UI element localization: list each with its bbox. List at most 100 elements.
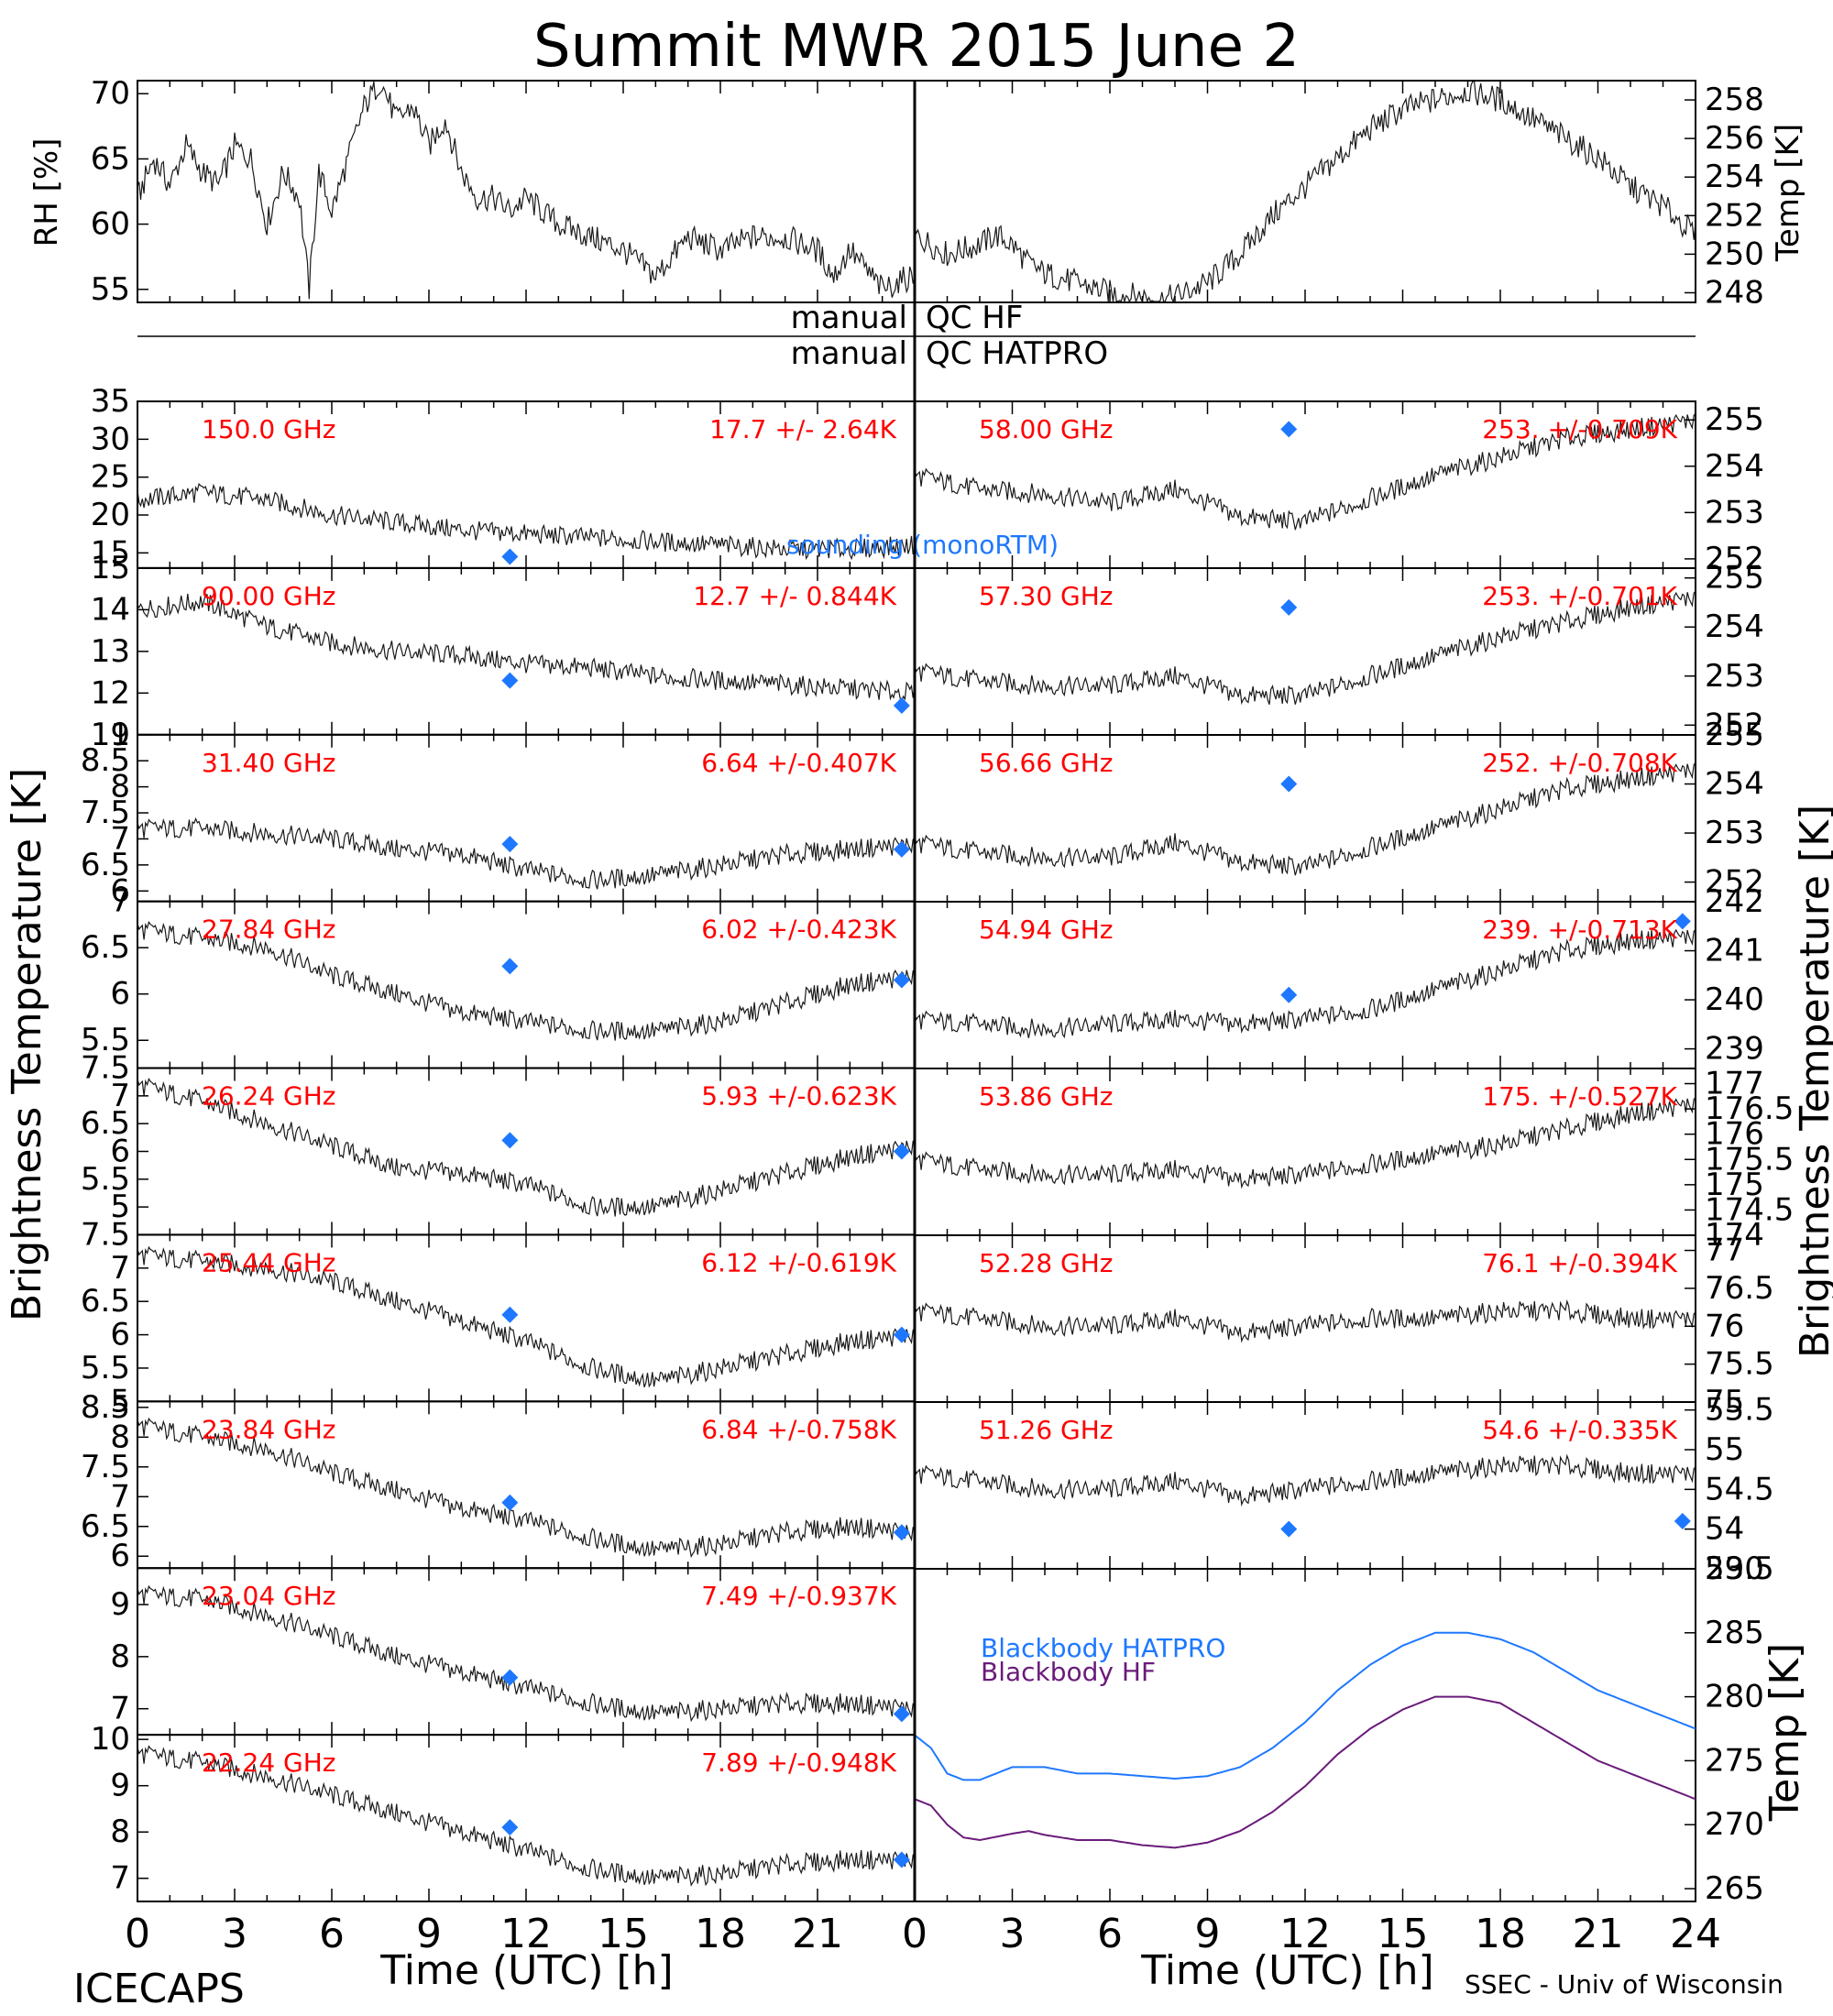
stat-label: 6.02 +/-0.423K	[701, 915, 896, 945]
panel-ch5666: 252 253 254 255 56.66 GHz 252. +/-0.708K	[914, 717, 1764, 903]
data-trace	[914, 590, 1696, 706]
panel-rh: 55 60 65 70	[91, 75, 916, 308]
figure-title: Summit MWR 2015 June 2	[533, 13, 1300, 81]
x-tick-label-left: 3	[222, 1911, 247, 1957]
right-axis-title: Brightness Temperature [K]	[1792, 805, 1833, 1358]
y-tick-label: 241	[1705, 933, 1764, 970]
y-tick-label: 254	[1705, 448, 1764, 485]
y-tick-label: 254	[1705, 159, 1764, 195]
y-tick-label: 6	[110, 1538, 130, 1574]
stat-label: 253. +/-0.701K	[1482, 581, 1677, 611]
y-tick-label: 5.5	[81, 1350, 130, 1386]
y-tick-label: 8	[110, 769, 130, 805]
x-axis-title-right: Time (UTC) [h]	[1140, 1947, 1433, 1994]
sounding-marker	[501, 672, 519, 689]
y-tick-label: 6	[110, 1317, 130, 1353]
y-tick-label: 25	[91, 459, 130, 496]
x-tick-label-right: 3	[1000, 1911, 1026, 1957]
sounding-marker	[1280, 421, 1298, 438]
y-tick-label: 252	[1705, 541, 1764, 577]
x-tick-label-right: 0	[902, 1911, 927, 1957]
y-tick-label: 76	[1705, 1308, 1744, 1344]
stat-label: 175. +/-0.527K	[1482, 1081, 1677, 1112]
y-tick-label: 176	[1705, 1116, 1764, 1153]
x-tick-label-right: 9	[1195, 1911, 1221, 1957]
sounding-marker	[501, 1819, 519, 1836]
x-tick-label-left: 12	[500, 1911, 552, 1957]
y-tick-label: 55	[91, 271, 130, 308]
y-tick-label: 7.5	[81, 1050, 130, 1087]
stat-label: 5.93 +/-0.623K	[701, 1081, 896, 1112]
y-tick-label: 253	[1705, 494, 1764, 531]
y-tick-label: 15	[91, 534, 130, 571]
frequency-label: 23.84 GHz	[202, 1414, 336, 1444]
panel-ch2224: 7 8 9 10 22.24 GHz 7.89 +/-0.948K	[91, 1721, 916, 1902]
y-tick-label: 8	[110, 1638, 130, 1675]
y-tick-label: 7	[110, 1250, 130, 1287]
y-tick-label: 75	[1705, 1384, 1744, 1420]
y-tick-label: 12	[91, 674, 130, 711]
sounding-marker	[893, 1851, 910, 1868]
sounding-marker	[893, 1705, 910, 1723]
stat-label: 54.6 +/-0.335K	[1482, 1415, 1677, 1445]
y-tick-label: 8.5	[81, 742, 130, 779]
data-trace	[914, 412, 1696, 531]
sounding-marker	[501, 958, 519, 975]
x-tick-label-left: 18	[695, 1911, 746, 1957]
y-tick-label: 15	[91, 550, 130, 586]
legend-entry-hf: Blackbody HF	[981, 1657, 1156, 1687]
y-tick-label: 6.5	[81, 847, 130, 883]
sounding-marker	[1280, 598, 1298, 616]
y-tick-label: 8	[110, 1813, 130, 1850]
stat-label: 7.49 +/-0.937K	[701, 1581, 896, 1611]
panel-frame	[914, 80, 1696, 303]
panel-ch2624: 55.566.577.5 26.24 GHz 5.93 +/-0.623K	[81, 1050, 916, 1236]
qc-band: manual QC HF manual QC HATPRO	[137, 300, 1696, 372]
sounding-marker	[501, 836, 519, 853]
footer-right-label: SSEC - Univ of Wisconsin	[1465, 1969, 1784, 2000]
stat-label: 253. +/-0.709K	[1482, 414, 1677, 444]
sounding-marker	[501, 1494, 519, 1511]
y-tick-label: 7	[110, 820, 130, 857]
x-tick-label-left: 6	[319, 1911, 345, 1957]
stat-label: 7.89 +/-0.948K	[701, 1748, 896, 1778]
data-trace	[914, 928, 1696, 1039]
y-tick-label: 256	[1705, 120, 1764, 157]
frequency-label: 22.24 GHz	[202, 1748, 336, 1778]
data-trace	[137, 1077, 916, 1217]
y-tick-label: 253	[1705, 658, 1764, 695]
y-tick-label: 254	[1705, 608, 1764, 645]
y-tick-label: 7.5	[81, 794, 130, 831]
y-tick-label: 275	[1705, 1742, 1764, 1779]
y-tick-label: 252	[1705, 707, 1764, 743]
y-tick-label: 7.5	[81, 1449, 130, 1485]
y-tick-label: 285	[1705, 1615, 1764, 1651]
sounding-marker	[893, 1524, 910, 1541]
panel-ch5730: 252 253 254 255 57.30 GHz 253. +/-0.701K	[914, 560, 1764, 743]
y-tick-label: 176.5	[1705, 1090, 1794, 1127]
y-tick-label: 239	[1705, 1031, 1764, 1068]
sounding-marker	[893, 1326, 910, 1343]
frequency-label: 31.40 GHz	[202, 748, 336, 778]
y-tick-label: 255	[1705, 401, 1764, 438]
frequency-label: 27.84 GHz	[202, 915, 336, 945]
sounding-marker	[1674, 913, 1691, 930]
y-tick-label: 252	[1705, 864, 1764, 901]
sounding-marker	[893, 1143, 910, 1160]
series-line-hf	[914, 1695, 1696, 1849]
stat-label: 76.1 +/-0.394K	[1482, 1248, 1677, 1278]
sounding-marker	[501, 1669, 519, 1686]
sounding-label: sounding (monoRTM)	[786, 530, 1059, 560]
y-tick-label: 6.5	[81, 1105, 130, 1142]
y-tick-label: 5.5	[81, 1022, 130, 1058]
sounding-marker	[1280, 775, 1298, 793]
y-tick-label: 250	[1705, 236, 1764, 272]
sounding-marker	[893, 840, 910, 858]
data-trace	[137, 816, 916, 890]
stat-label: 6.12 +/-0.619K	[701, 1247, 896, 1277]
rh-axis-label: RH [%]	[28, 138, 65, 247]
y-tick-label: 54	[1705, 1511, 1744, 1548]
